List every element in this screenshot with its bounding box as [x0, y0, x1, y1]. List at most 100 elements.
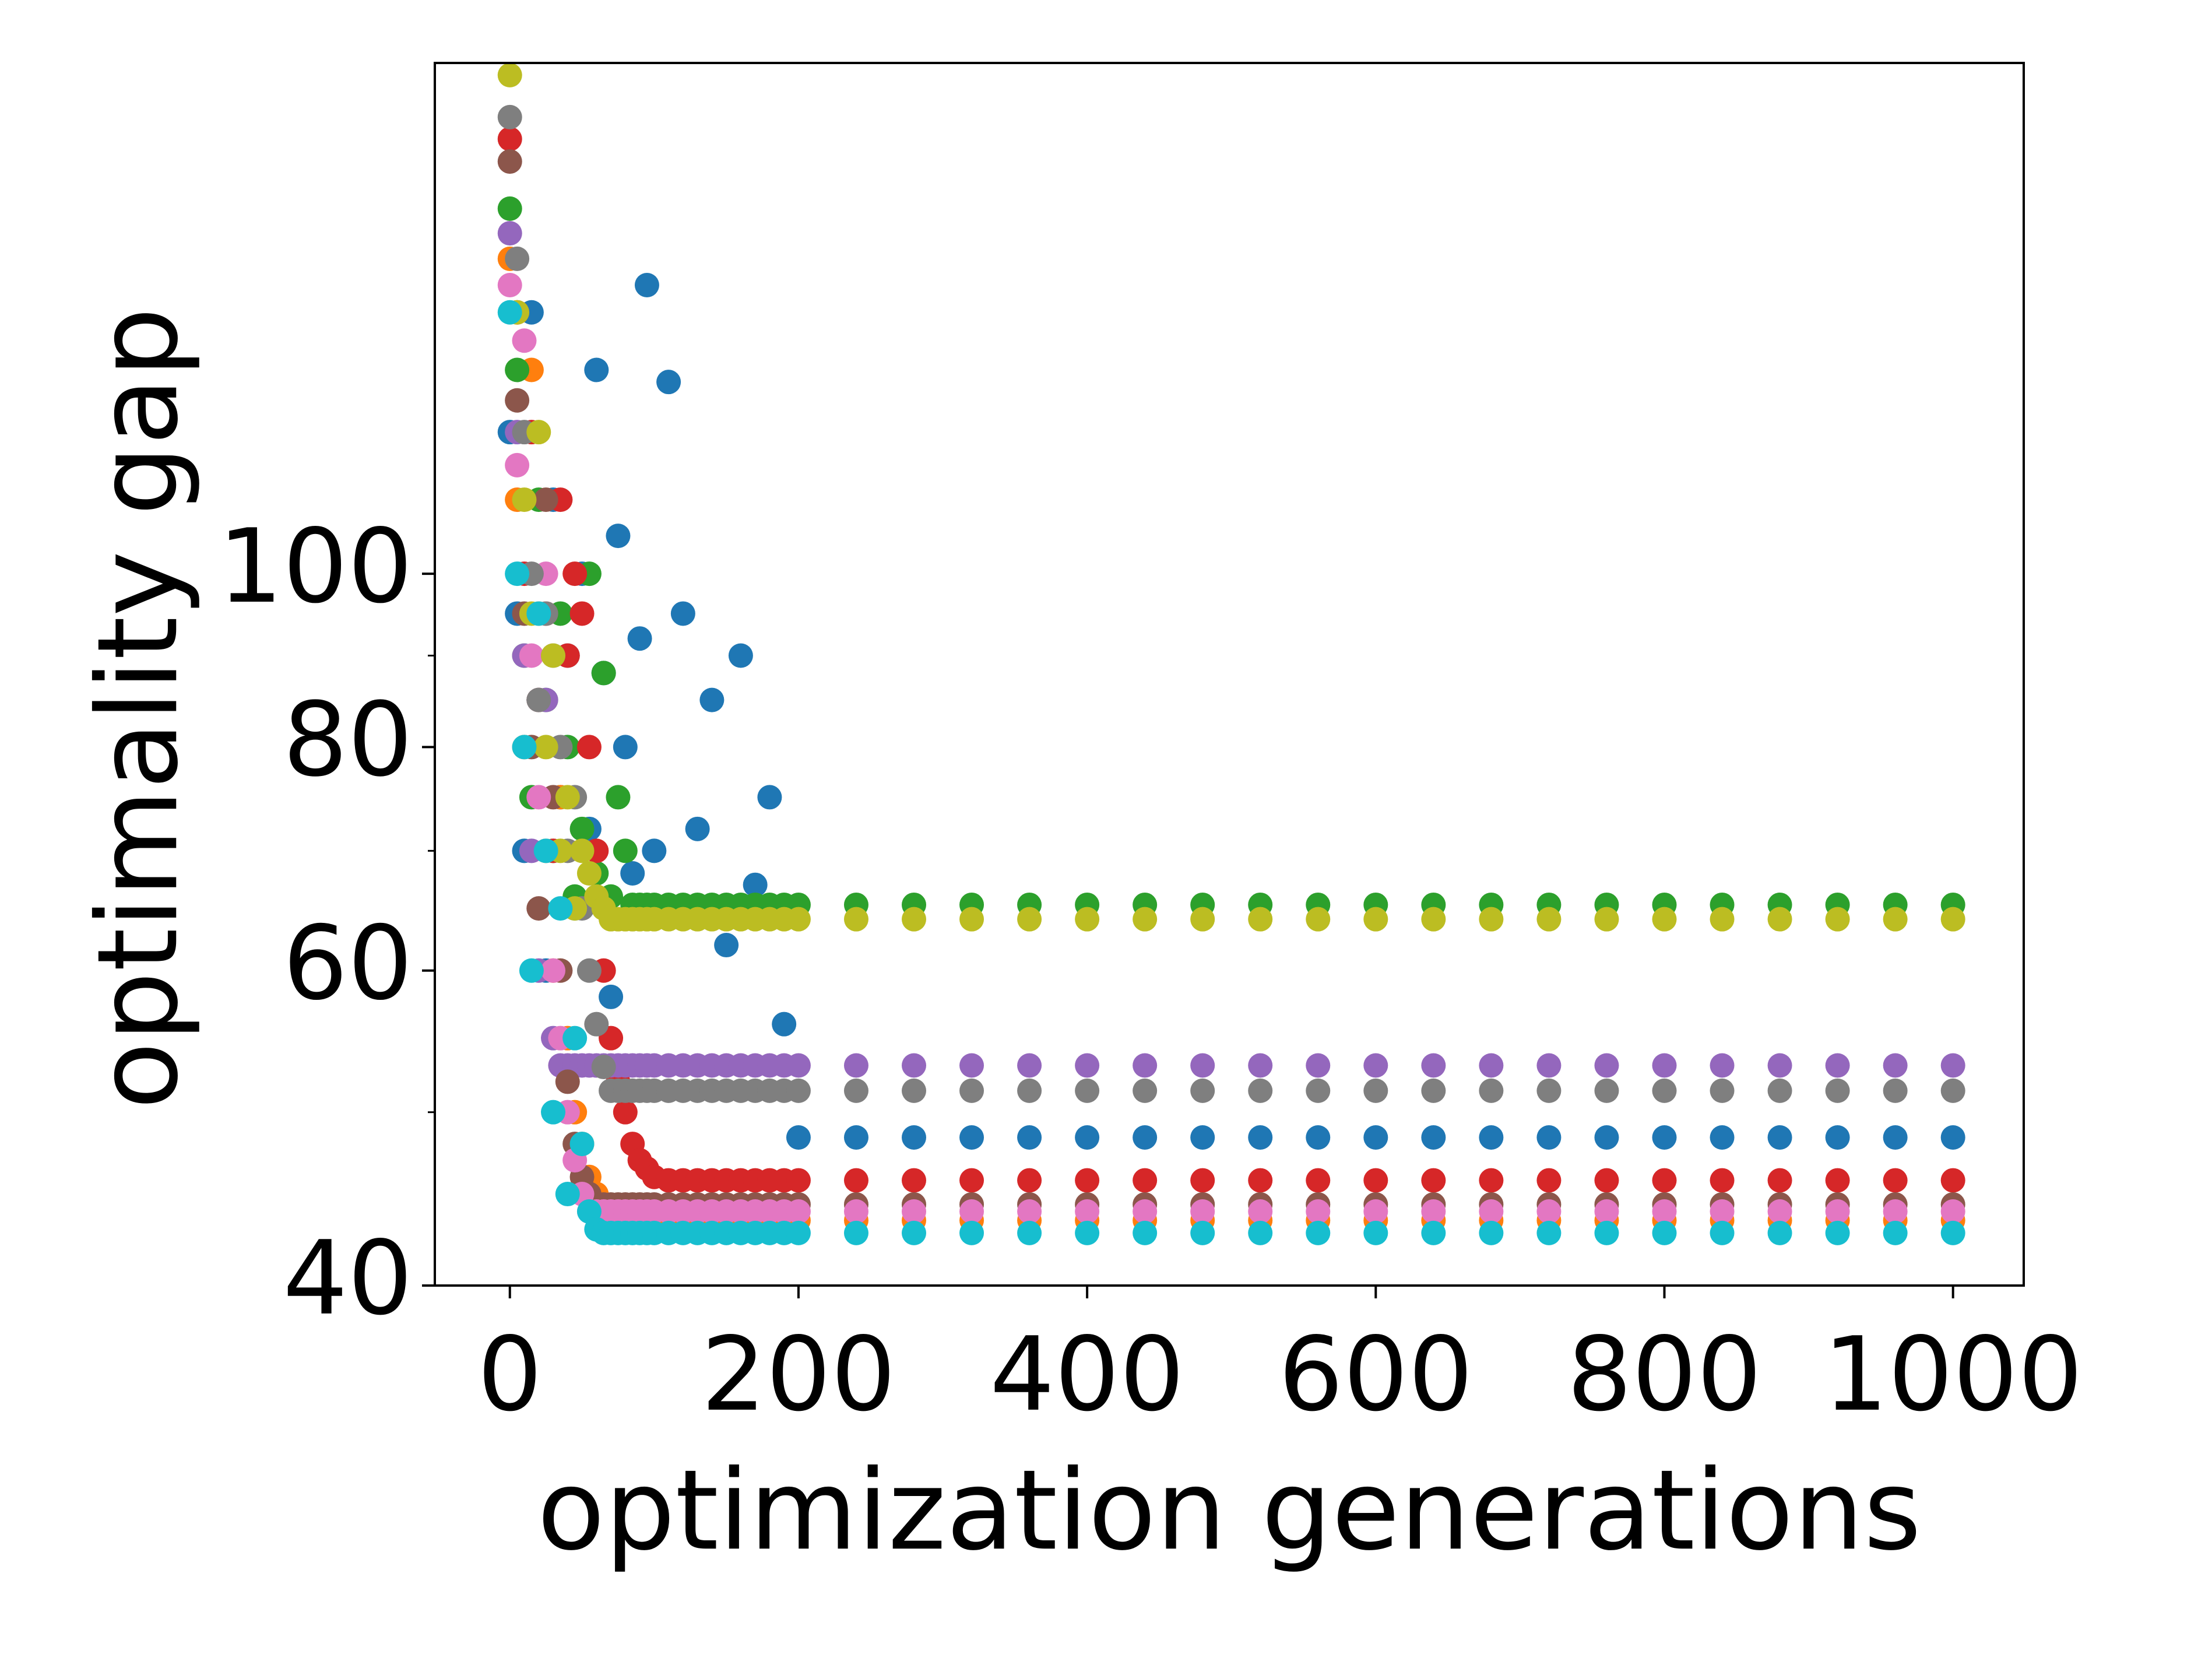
point [786, 907, 811, 932]
point [512, 328, 537, 353]
point [627, 626, 652, 651]
x-tick-label: 800 [1567, 1316, 1761, 1434]
point [497, 300, 522, 325]
point [843, 1053, 868, 1078]
point [1075, 1199, 1100, 1224]
point [1767, 1220, 1792, 1245]
point [1133, 1078, 1158, 1103]
point [902, 1053, 927, 1078]
point [1594, 1199, 1619, 1224]
point [1652, 1220, 1677, 1245]
y-tick-label: 60 [283, 905, 413, 1023]
point [505, 388, 530, 413]
point [1652, 1078, 1677, 1103]
point [1190, 1220, 1215, 1245]
x-tick-label: 200 [701, 1316, 896, 1434]
point [902, 1199, 927, 1224]
point [757, 785, 782, 810]
x-tick-label: 400 [990, 1316, 1184, 1434]
point [772, 1012, 797, 1037]
point [1306, 1053, 1331, 1078]
point [497, 127, 522, 152]
point [786, 1053, 811, 1078]
point [1133, 907, 1158, 932]
x-axis-label: optimization generations [537, 1446, 1922, 1575]
plot-area [497, 62, 1965, 1245]
point [786, 1168, 811, 1193]
point [902, 1125, 927, 1150]
point [505, 357, 530, 382]
point [1306, 1078, 1331, 1103]
point [642, 838, 667, 863]
point [1421, 1220, 1446, 1245]
point [1479, 1053, 1504, 1078]
axes-frame [434, 62, 2025, 1287]
point [533, 838, 558, 863]
point [1710, 1168, 1735, 1193]
point [1017, 1125, 1042, 1150]
point [606, 524, 631, 549]
point [959, 1168, 984, 1193]
point [1363, 1168, 1388, 1193]
point [512, 735, 537, 760]
point [613, 1100, 638, 1125]
point [526, 785, 551, 810]
point [1594, 907, 1619, 932]
point [902, 1220, 927, 1245]
point [1248, 1199, 1273, 1224]
point [584, 357, 609, 382]
point [555, 1182, 580, 1207]
point [533, 735, 558, 760]
point [562, 561, 588, 587]
point [1133, 1053, 1158, 1078]
point [1767, 1125, 1792, 1150]
point [1536, 1220, 1562, 1245]
y-tick-label: 100 [218, 508, 413, 626]
point [1017, 1053, 1042, 1078]
point [497, 273, 522, 298]
point [959, 1125, 984, 1150]
point [959, 907, 984, 932]
point [1363, 1220, 1388, 1245]
point [1421, 1125, 1446, 1150]
point [1536, 907, 1562, 932]
point [1594, 1078, 1619, 1103]
point [1710, 1053, 1735, 1078]
point [1883, 1053, 1908, 1078]
point [1652, 1053, 1677, 1078]
point [1479, 1220, 1504, 1245]
point [1536, 1125, 1562, 1150]
point [512, 487, 537, 512]
point [562, 1026, 588, 1051]
point [1825, 1078, 1850, 1103]
point [576, 861, 602, 886]
point [1133, 1220, 1158, 1245]
point [1133, 1168, 1158, 1193]
point [1133, 1199, 1158, 1224]
point [1825, 1199, 1850, 1224]
point [902, 1078, 927, 1103]
point [1075, 1053, 1100, 1078]
point [1479, 1078, 1504, 1103]
point [526, 420, 551, 445]
point [1190, 1078, 1215, 1103]
point [1248, 1220, 1273, 1245]
point [548, 896, 573, 921]
point [1594, 1220, 1619, 1245]
point [1883, 1125, 1908, 1150]
point [576, 958, 602, 983]
point [497, 149, 522, 174]
point [699, 687, 725, 712]
point [1594, 1125, 1619, 1150]
point [634, 273, 659, 298]
point [1710, 907, 1735, 932]
point [519, 958, 544, 983]
point [1940, 1168, 1965, 1193]
point [1883, 1168, 1908, 1193]
point [1248, 1053, 1273, 1078]
point [1594, 1053, 1619, 1078]
point [1421, 1078, 1446, 1103]
point [1421, 1168, 1446, 1193]
point [1710, 1078, 1735, 1103]
